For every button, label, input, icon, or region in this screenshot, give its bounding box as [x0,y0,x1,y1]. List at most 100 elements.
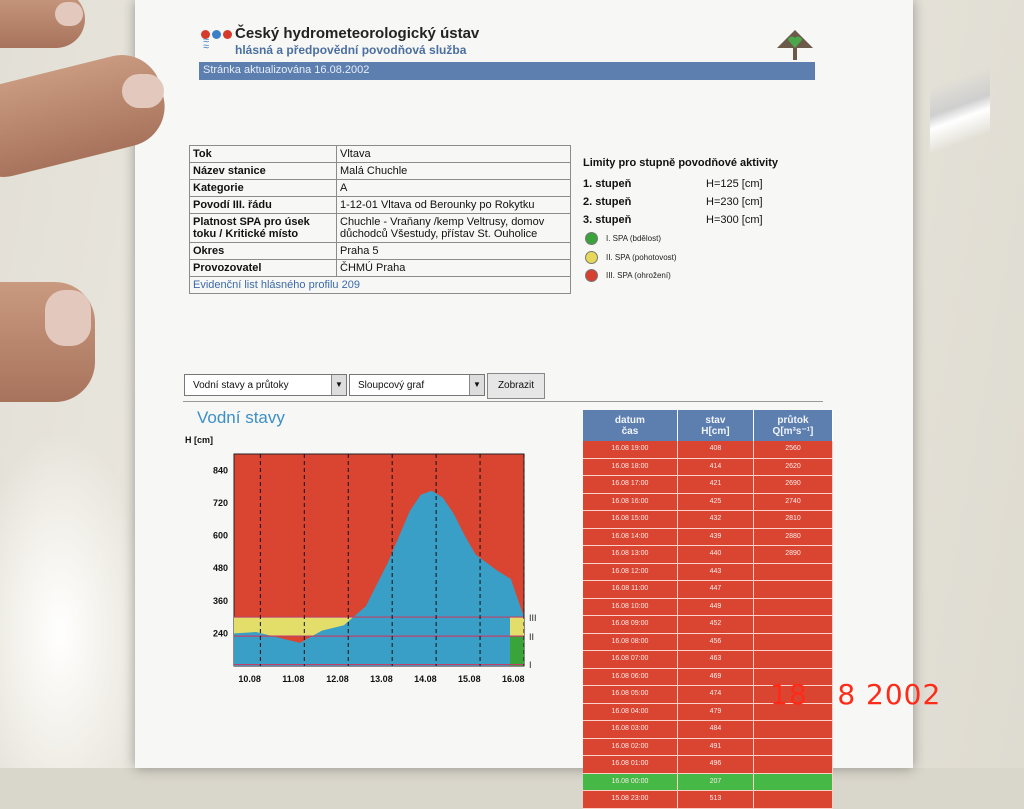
info-row: Název stanice Malá Chuchle [189,162,571,180]
update-text: Stránka aktualizována 16.08.2002 [203,64,370,76]
cell-level: 456 [678,633,754,650]
cell-level: 408 [678,441,754,458]
cell-level: 469 [678,668,754,685]
y-tick-label: 480 [213,563,228,573]
table-row: 16.08 06:00 469 [583,668,833,686]
cell-level: 463 [678,651,754,668]
fingernail [122,74,164,108]
show-button[interactable]: Zobrazit [487,373,545,399]
table-row: 16.08 01:00 496 [583,756,833,774]
cell-time: 16.08 08:00 [583,633,678,650]
info-row: Platnost SPA pro úsek toku / Kritické mí… [189,213,571,243]
data-type-select[interactable]: Vodní stavy a průtoky ▼ [184,374,347,396]
measurements-table: datum čas stav H[cm] průtok Q[m³s⁻¹] 16.08 … [583,410,833,809]
cell-level: 479 [678,703,754,720]
table-row: 16.08 14:00 439 2880 [583,528,833,546]
cell-time: 15.08 23:00 [583,791,678,808]
cell-time: 16.08 17:00 [583,476,678,493]
cell-time: 16.08 13:00 [583,546,678,563]
cell-flow [754,616,833,633]
cell-time: 16.08 00:00 [583,773,678,790]
table-row: 16.08 13:00 440 2890 [583,546,833,564]
cell-time: 16.08 01:00 [583,756,678,773]
info-row: Kategorie A [189,179,571,197]
cell-level: 425 [678,493,754,510]
limit-row: 2. stupeň H=230 [cm] [583,196,763,208]
cell-level: 449 [678,598,754,615]
flood-limits: Limity pro stupně povodňové aktivity 1. … [583,157,778,229]
table-row: 15.08 23:00 513 [583,791,833,809]
header-datum: datum čas [583,410,678,441]
update-bar [199,62,815,80]
cell-time: 16.08 12:00 [583,563,678,580]
cell-flow [754,791,833,808]
chevron-down-icon[interactable]: ▼ [469,375,484,395]
cell-level: 447 [678,581,754,598]
table-row: 16.08 17:00 421 2690 [583,476,833,494]
info-value: Malá Chuchle [336,162,571,180]
cell-level: 432 [678,511,754,528]
cell-flow [754,563,833,580]
table-row: 16.08 16:00 425 2740 [583,493,833,511]
cell-time: 16.08 07:00 [583,651,678,668]
cell-level: 491 [678,738,754,755]
table-row: 16.08 10:00 449 [583,598,833,616]
limits-title: Limity pro stupně povodňové aktivity [583,157,778,169]
info-row: Povodí III. řádu 1-12-01 Vltava od Beroun… [189,196,571,214]
cell-flow [754,633,833,650]
cell-level: 474 [678,686,754,703]
y-tick-label: 360 [213,596,228,606]
limit-row: 3. stupeň H=300 [cm] [583,214,763,226]
fingernail [45,290,91,346]
info-key: Platnost SPA pro úsek toku / Kritické mí… [189,213,337,243]
x-tick-label: 10.08 [238,674,261,684]
table-row: 16.08 00:00 207 [583,773,833,791]
table-row: 16.08 03:00 484 [583,721,833,739]
cell-time: 16.08 04:00 [583,703,678,720]
printed-page: ≈ ≈ Český hydrometeorologický ústav hlásn… [135,0,913,809]
cell-flow: 2810 [754,511,833,528]
cell-level: 484 [678,721,754,738]
chart-type-select[interactable]: Sloupcový graf ▼ [349,374,485,396]
cell-flow [754,598,833,615]
chevron-down-icon[interactable]: ▼ [331,375,346,395]
cell-flow [754,581,833,598]
limit-row: 1. stupeň H=125 [cm] [583,178,763,190]
info-key: Provozovatel [189,259,337,277]
cell-flow [754,686,833,703]
limit-label: II [529,632,534,642]
limit-label: I [529,660,532,670]
info-value: 1-12-01 Vltava od Berounky po Rokytku [336,196,571,214]
table-row: 16.08 19:00 408 2560 [583,441,833,459]
x-tick-label: 16.08 [502,674,525,684]
x-tick-label: 12.08 [326,674,349,684]
header-prutok: průtok Q[m³s⁻¹] [754,410,833,441]
cell-level: 513 [678,791,754,808]
cell-level: 452 [678,616,754,633]
cell-time: 16.08 02:00 [583,738,678,755]
header-stav: stav H[cm] [678,410,754,441]
green-dot-icon [585,232,598,245]
light-glare [0,430,150,768]
cell-time: 16.08 06:00 [583,668,678,685]
cell-time: 16.08 19:00 [583,441,678,458]
cell-flow: 2620 [754,458,833,475]
fingernail [55,2,83,26]
cell-time: 16.08 10:00 [583,598,678,615]
x-tick-label: 11.08 [282,674,304,684]
cell-flow [754,738,833,755]
legend-item-spa3: III. SPA (ohrožení) [585,269,671,282]
y-tick-label: 840 [213,465,228,475]
y-tick-label: 720 [213,498,228,508]
x-tick-label: 15.08 [458,674,481,684]
cell-level: 443 [678,563,754,580]
cell-level: 207 [678,773,754,790]
table-header: datum čas stav H[cm] průtok Q[m³s⁻¹] [583,410,833,441]
info-value: ČHMÚ Praha [336,259,571,277]
evidence-sheet-link[interactable]: Evidenční list hlásného profilu 209 [189,276,571,294]
table-row: 16.08 11:00 447 [583,581,833,599]
chart-title: Vodní stavy [197,408,285,427]
cell-flow [754,756,833,773]
cell-level: 414 [678,458,754,475]
legend-item-spa2: II. SPA (pohotovost) [585,251,677,264]
